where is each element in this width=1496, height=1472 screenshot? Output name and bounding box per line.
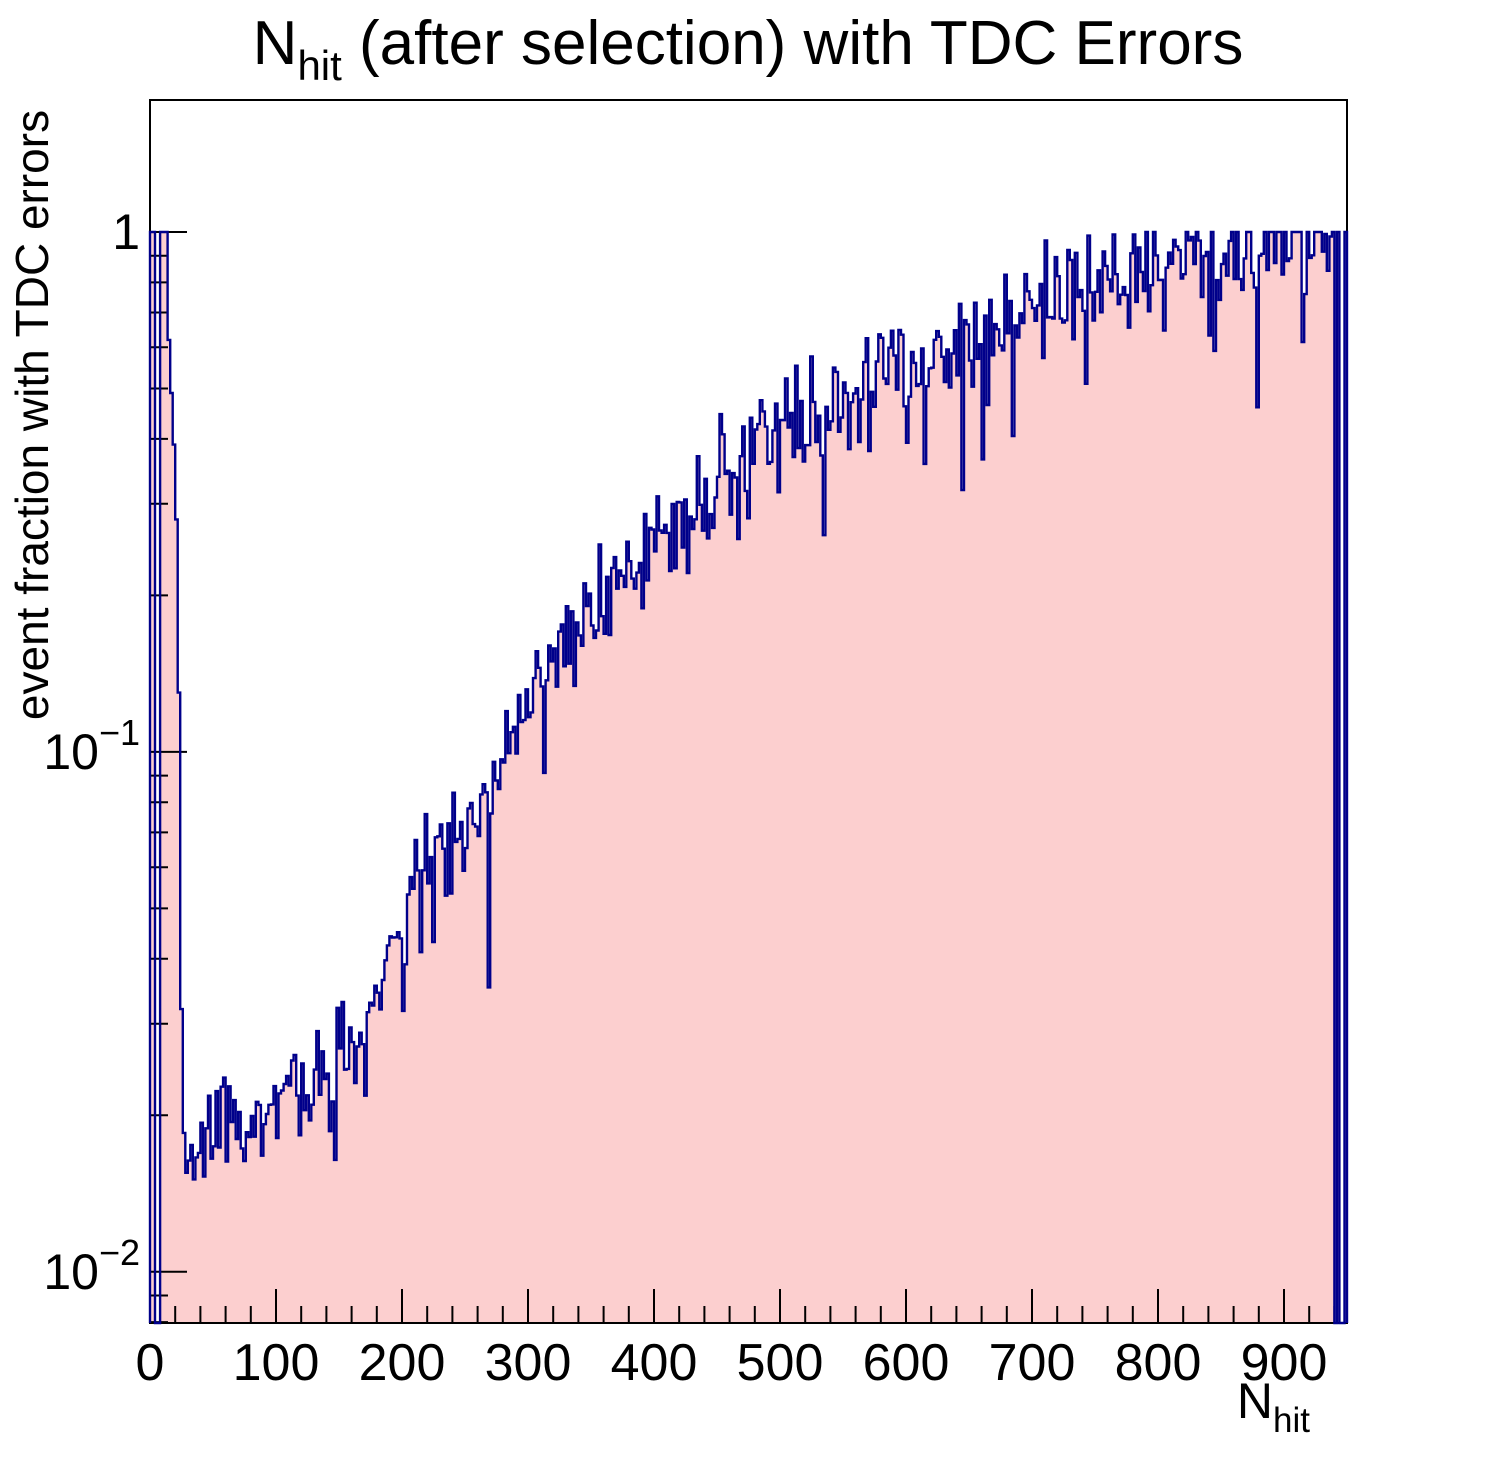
histogram-fill (150, 232, 1347, 1323)
chart-title-rest: (after selection) with TDC Errors (342, 9, 1244, 78)
x-tick-label: 500 (737, 1334, 824, 1392)
plot-area: 0 100 200 300 400 500 600 700 800 900 1 10−1 10−2 (43, 204, 1347, 1392)
x-tick-label: 0 (136, 1334, 165, 1392)
axis-ticks (149, 230, 1336, 1324)
y-tick-label: 1 (112, 204, 140, 260)
histogram-outline (148, 230, 1349, 1325)
x-axis-title-subscript: hit (1273, 1401, 1310, 1440)
x-tick-label: 100 (233, 1334, 320, 1392)
x-tick-label: 900 (1241, 1334, 1328, 1392)
x-tick-label: 700 (989, 1334, 1076, 1392)
chart-title-base: N (253, 9, 298, 78)
x-axis-title: Nhit (1237, 1373, 1310, 1440)
x-tick-label: 600 (863, 1334, 950, 1392)
x-axis-title-base: N (1237, 1373, 1273, 1429)
y-axis-title: event fraction with TDC errors (6, 110, 58, 720)
histogram-outline-layer (148, 230, 1349, 1325)
chart-title: Nhit (after selection) with TDC Errors (253, 9, 1244, 89)
y-tick-label: 10−2 (43, 1232, 140, 1300)
chart-title-subscript: hit (297, 42, 342, 89)
x-tick-label: 200 (359, 1334, 446, 1392)
x-tick-label: 800 (1115, 1334, 1202, 1392)
y-tick-label: 10−1 (43, 712, 140, 780)
x-tick-label: 300 (485, 1334, 572, 1392)
x-tick-label: 400 (611, 1334, 698, 1392)
